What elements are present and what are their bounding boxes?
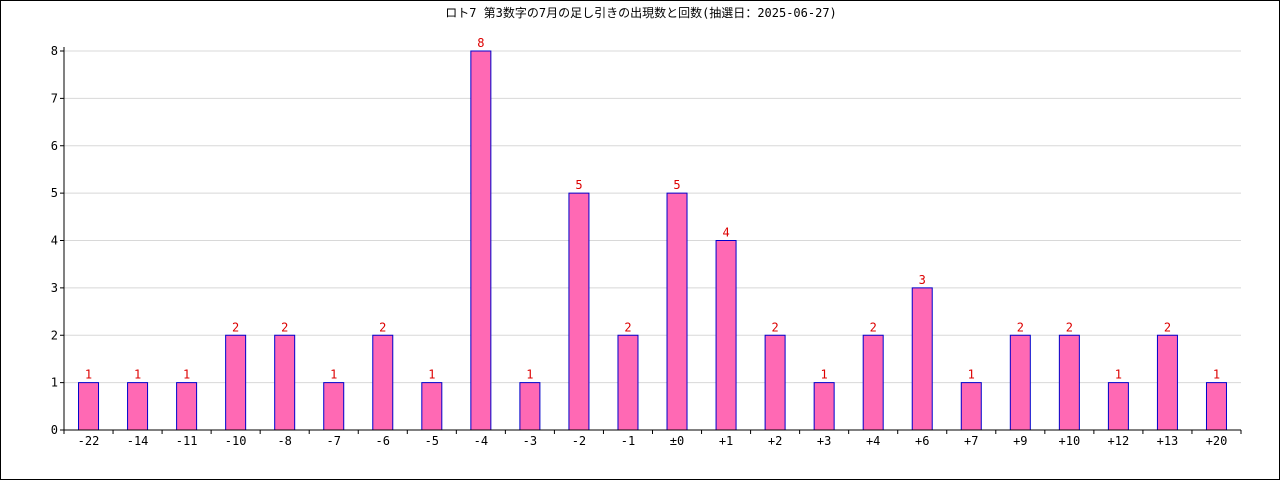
x-tick-label: +4 — [866, 434, 880, 448]
x-tick-label: -1 — [621, 434, 635, 448]
bar-+3 — [813, 382, 835, 431]
x-tick-label: +6 — [915, 434, 929, 448]
bar-+12 — [1107, 382, 1129, 431]
chart-title: ロト7 第3数字の7月の足し引きの出現数と回数(抽選日：2025-06-27) — [445, 6, 837, 20]
bar--2 — [568, 192, 590, 431]
bar--11 — [176, 382, 198, 431]
value-label: 2 — [1066, 320, 1073, 334]
value-label: 1 — [134, 368, 141, 382]
bar--7 — [323, 382, 345, 431]
bar--5 — [421, 382, 443, 431]
y-tick-label: 1 — [51, 376, 58, 390]
y-tick-label: 8 — [51, 44, 58, 58]
bar-+2 — [764, 334, 786, 431]
x-tick-label: +12 — [1108, 434, 1130, 448]
x-tick-label: -2 — [572, 434, 586, 448]
y-tick-label: 2 — [51, 328, 58, 342]
x-tick-label: +7 — [964, 434, 978, 448]
y-tick-label: 4 — [51, 234, 58, 248]
y-tick-label: 7 — [51, 91, 58, 105]
bar--6 — [372, 334, 394, 431]
bar--3 — [519, 382, 541, 431]
bar--8 — [274, 334, 296, 431]
value-label: 5 — [575, 178, 582, 192]
value-label: 2 — [281, 320, 288, 334]
bar-+9 — [1009, 334, 1031, 431]
value-label: 1 — [821, 368, 828, 382]
value-label: 1 — [1115, 368, 1122, 382]
bar--22 — [78, 382, 100, 431]
bar--10 — [225, 334, 247, 431]
value-label: 1 — [183, 368, 190, 382]
y-tick-label: 6 — [51, 139, 58, 153]
bar--1 — [617, 334, 639, 431]
bar-+6 — [911, 287, 933, 431]
x-tick-label: -10 — [225, 434, 247, 448]
value-label: 2 — [1164, 320, 1171, 334]
value-label: 1 — [526, 368, 533, 382]
value-label: 1 — [330, 368, 337, 382]
value-label: 5 — [673, 178, 680, 192]
value-label: 1 — [1213, 368, 1220, 382]
x-tick-label: -22 — [78, 434, 100, 448]
bar-+7 — [960, 382, 982, 431]
value-label: 2 — [1017, 320, 1024, 334]
bars — [78, 50, 1227, 431]
value-label: 2 — [624, 320, 631, 334]
x-tick-label: -3 — [523, 434, 537, 448]
x-tick-label: -7 — [327, 434, 341, 448]
x-tick-label: +10 — [1059, 434, 1081, 448]
bar--14 — [127, 382, 149, 431]
x-tick-label: +13 — [1157, 434, 1179, 448]
x-tick-label: -5 — [425, 434, 439, 448]
value-label: 8 — [477, 36, 484, 50]
bar-+4 — [862, 334, 884, 431]
y-tick-label: 0 — [51, 423, 58, 437]
x-tick-label: +1 — [719, 434, 733, 448]
bar-+20 — [1205, 382, 1227, 431]
value-label: 2 — [771, 320, 778, 334]
x-tick-label: +2 — [768, 434, 782, 448]
value-label: 1 — [968, 368, 975, 382]
value-label: 1 — [85, 368, 92, 382]
x-tick-label: +20 — [1206, 434, 1228, 448]
x-tick-label: -11 — [176, 434, 198, 448]
grid-lines — [64, 50, 1241, 384]
value-label: 2 — [379, 320, 386, 334]
x-tick-label: -8 — [277, 434, 291, 448]
value-label: 3 — [919, 273, 926, 287]
x-tick-label: -4 — [474, 434, 488, 448]
x-tick-label: +9 — [1013, 434, 1027, 448]
x-tick-label: -6 — [376, 434, 390, 448]
x-tick-label: +3 — [817, 434, 831, 448]
bar-±0 — [666, 192, 688, 431]
bar-+1 — [715, 240, 737, 431]
value-label: 4 — [722, 226, 729, 240]
bar-+10 — [1058, 334, 1080, 431]
y-tick-label: 3 — [51, 281, 58, 295]
bar--4 — [470, 50, 492, 431]
x-tick-label: -14 — [127, 434, 149, 448]
x-tick-label: ±0 — [670, 434, 684, 448]
value-label: 2 — [232, 320, 239, 334]
value-label: 2 — [870, 320, 877, 334]
y-tick-label: 5 — [51, 186, 58, 200]
axes: 0 1 2 3 4 5 6 7 8 -22 -14 -11 -10 -8 -7 -6 -5 -4 -3 -2 -1 ±0 +… — [51, 44, 1242, 448]
bar-+13 — [1156, 334, 1178, 431]
value-label: 1 — [428, 368, 435, 382]
